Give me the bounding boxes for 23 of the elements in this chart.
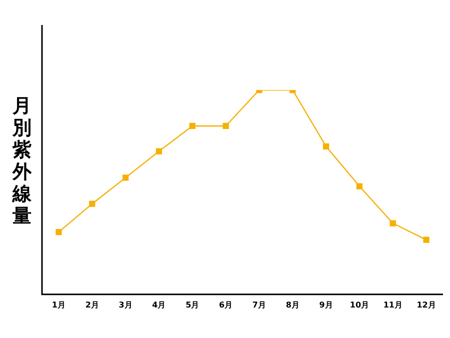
x-tick-label: 6月 (219, 300, 233, 310)
point (390, 220, 396, 226)
x-tick-label: 4月 (152, 300, 166, 310)
x-tick-label: 8月 (286, 300, 300, 310)
x-tick-label: 1月 (52, 300, 66, 310)
x-tick-label: 7月 (252, 300, 266, 310)
point (89, 200, 96, 207)
x-tick-label: 11月 (383, 300, 402, 310)
point (222, 122, 229, 130)
point (122, 174, 129, 181)
point (322, 143, 330, 150)
x-tick-label: 5月 (186, 300, 200, 310)
x-tick-label: 12月 (416, 300, 436, 310)
point (156, 148, 162, 154)
x-tick-label: 10月 (350, 300, 370, 310)
x-tick-label: 2月 (85, 300, 99, 310)
y-axis-title: 月別紫外線量 (12, 95, 32, 227)
x-tick-label: 9月 (319, 300, 333, 310)
point (189, 122, 196, 130)
point (56, 228, 62, 236)
point (423, 236, 430, 243)
point (356, 183, 363, 190)
x-tick-label: 3月 (118, 300, 132, 310)
